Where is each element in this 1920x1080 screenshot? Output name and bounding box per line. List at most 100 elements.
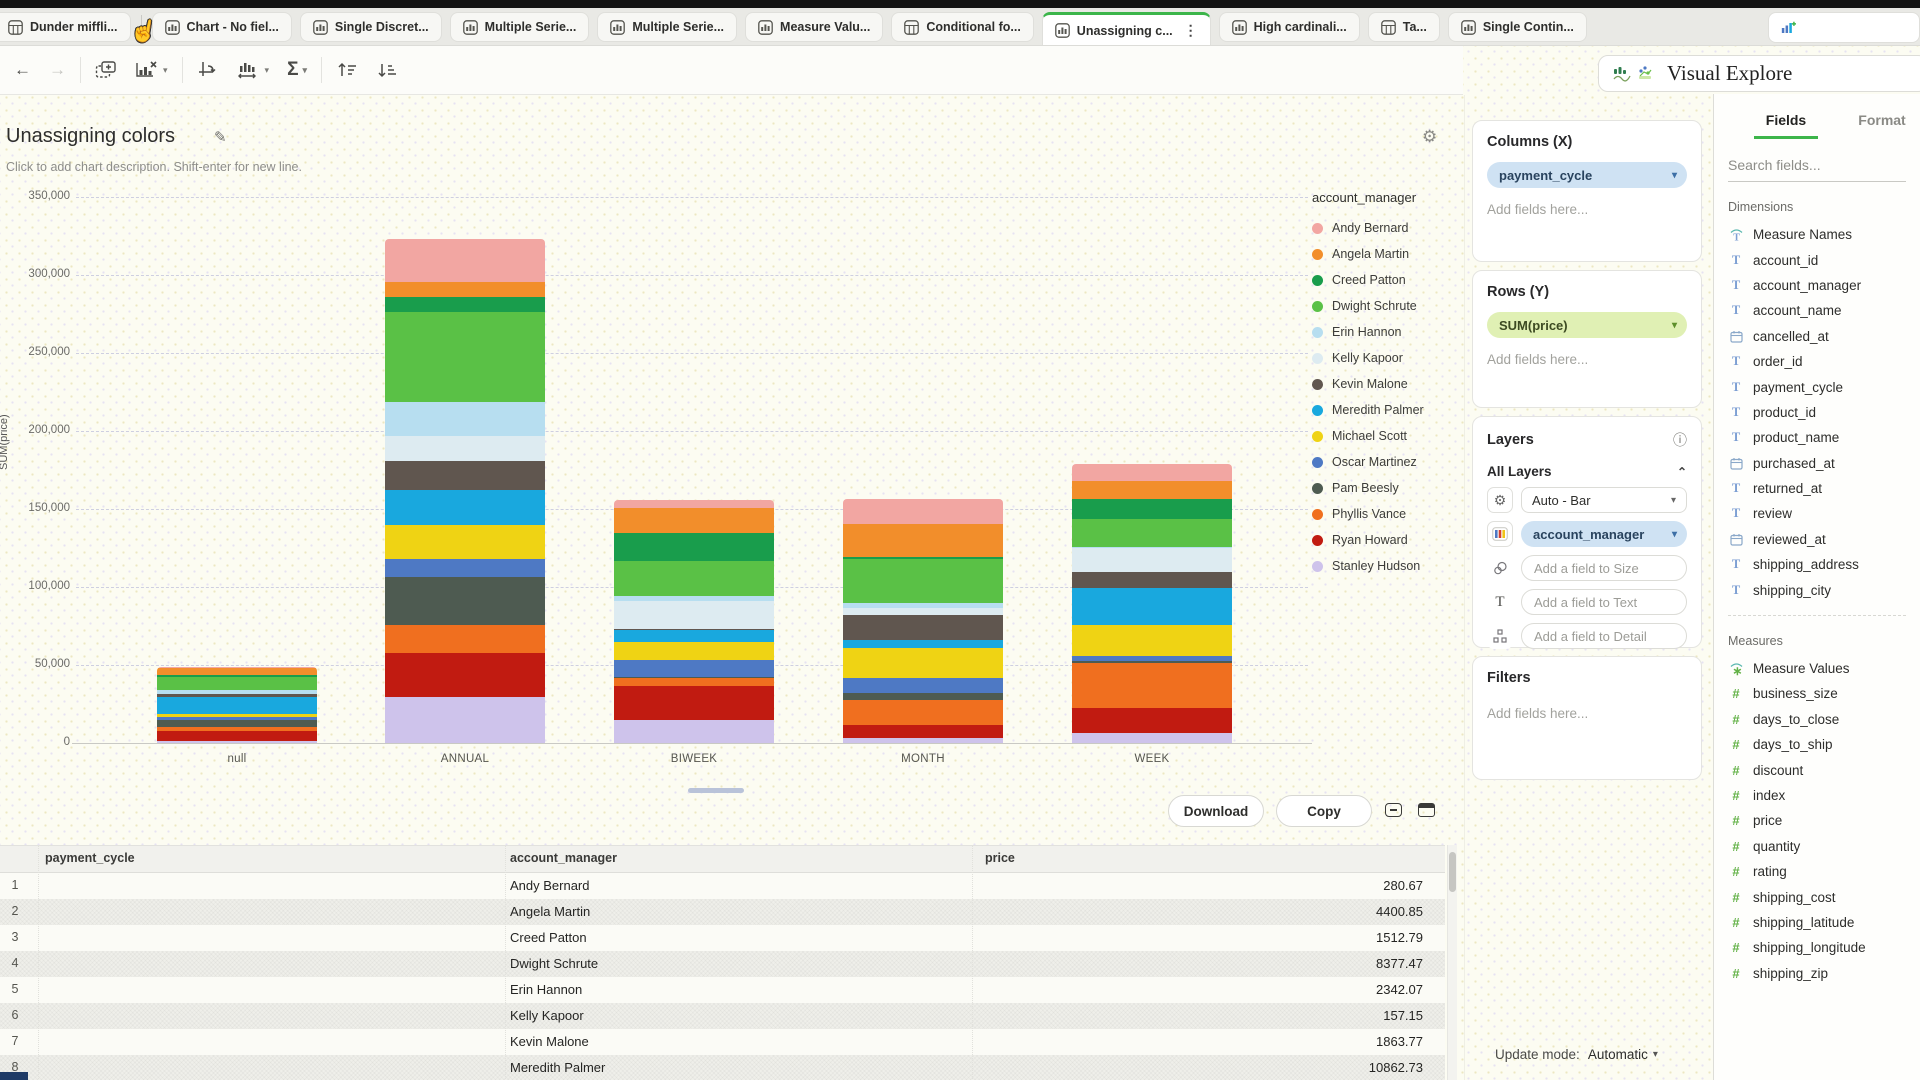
chart-tab[interactable]: Chart - No fiel... [152, 12, 292, 42]
table-row[interactable]: 7Kevin Malone1863.77 [0, 1029, 1445, 1055]
bar-segment[interactable] [614, 533, 774, 561]
rows-y-add-fields[interactable]: Add fields here... [1487, 352, 1687, 367]
measure-item[interactable]: #shipping_longitude [1728, 935, 1920, 960]
bar-segment[interactable] [385, 282, 545, 297]
dimension-item[interactable]: Treview [1728, 501, 1920, 526]
dimension-item[interactable]: reviewed_at [1728, 527, 1920, 552]
table-row[interactable]: 8Meredith Palmer10862.73 [0, 1055, 1445, 1080]
edit-title-icon[interactable]: ✎ [214, 128, 227, 146]
table-row[interactable]: 1Andy Bernard280.67 [0, 873, 1445, 899]
bar-segment[interactable] [614, 642, 774, 660]
bar-segment[interactable] [157, 677, 317, 690]
chart-tab[interactable]: Unassigning c...⋮ [1042, 12, 1211, 46]
legend-item[interactable]: Kevin Malone [1312, 371, 1424, 397]
bar-segment[interactable] [385, 297, 545, 312]
legend-item[interactable]: Stanley Hudson [1312, 553, 1424, 579]
bar-segment[interactable] [843, 524, 1003, 557]
tab-fields[interactable]: Fields [1754, 112, 1818, 139]
bar-segment[interactable] [1072, 519, 1232, 547]
bar-orientation-button[interactable]: ▾ [237, 55, 270, 85]
bar-segment[interactable] [385, 490, 545, 525]
legend-item[interactable]: Dwight Schrute [1312, 293, 1424, 319]
bar-segment[interactable] [843, 738, 1003, 743]
bar-segment[interactable] [843, 559, 1003, 604]
bar-segment[interactable] [385, 402, 545, 435]
dimension-item[interactable]: Taccount_id [1728, 247, 1920, 272]
measure-item[interactable]: #shipping_zip [1728, 961, 1920, 986]
legend-item[interactable]: Angela Martin [1312, 241, 1424, 267]
bar-segment[interactable] [843, 499, 1003, 524]
columns-x-field-pill[interactable]: payment_cycle ▾ [1487, 162, 1687, 188]
measure-item[interactable]: ∗Measure Values [1728, 656, 1920, 681]
bar-segment[interactable] [157, 741, 317, 743]
search-fields-input[interactable]: Search fields... [1728, 153, 1906, 182]
tab-menu-kebab-icon[interactable]: ⋮ [1184, 22, 1198, 39]
chart-tab[interactable]: Measure Valu... [745, 12, 883, 42]
chart-tab[interactable]: Single Contin... [1448, 12, 1587, 42]
bar-segment[interactable] [614, 601, 774, 629]
chart-description-placeholder[interactable]: Click to add chart description. Shift-en… [6, 160, 302, 174]
dimension-item[interactable]: Taccount_name [1728, 298, 1920, 323]
bar-segment[interactable] [614, 561, 774, 596]
bar-segment[interactable] [614, 500, 774, 508]
table-row[interactable]: 6Kelly Kapoor157.15 [0, 1003, 1445, 1029]
mark-settings-gear-icon[interactable]: ⚙ [1487, 487, 1513, 513]
bar-segment[interactable] [843, 678, 1003, 693]
measure-item[interactable]: #days_to_ship [1728, 732, 1920, 757]
chart-tab[interactable]: Single Discret... [300, 12, 442, 42]
bar-segment[interactable] [1072, 464, 1232, 481]
mark-type-select[interactable]: Auto - Bar ▾ [1521, 487, 1687, 513]
measure-item[interactable]: #discount [1728, 757, 1920, 782]
bar-segment[interactable] [614, 720, 774, 743]
chart-tab[interactable]: Conditional fo... [891, 12, 1033, 42]
color-palette-icon[interactable] [1487, 521, 1513, 547]
aggregate-button[interactable]: Σ▾ [287, 55, 307, 85]
column-header-account-manager[interactable]: account_manager [510, 851, 617, 865]
bar-segment[interactable] [1072, 663, 1232, 708]
measure-item[interactable]: #shipping_cost [1728, 884, 1920, 909]
dimension-item[interactable]: Tproduct_id [1728, 400, 1920, 425]
dimension-item[interactable]: TMeasure Names [1728, 222, 1920, 247]
table-row[interactable]: 4Dwight Schrute8377.47 [0, 951, 1445, 977]
measure-item[interactable]: #index [1728, 783, 1920, 808]
chart-tab[interactable]: Multiple Serie... [450, 12, 590, 42]
sort-ascending-button[interactable] [336, 55, 358, 85]
redo-button[interactable]: → [49, 55, 66, 85]
bar-segment[interactable] [385, 312, 545, 402]
column-header-payment-cycle[interactable]: payment_cycle [45, 851, 135, 865]
bar-segment[interactable] [385, 239, 545, 282]
bar-segment[interactable] [385, 436, 545, 461]
caret-down-icon[interactable]: ▾ [1672, 170, 1677, 181]
measure-item[interactable]: #days_to_close [1728, 707, 1920, 732]
copy-button[interactable]: Copy [1276, 795, 1372, 827]
legend-item[interactable]: Ryan Howard [1312, 527, 1424, 553]
legend-item[interactable]: Meredith Palmer [1312, 397, 1424, 423]
chart-settings-gear-icon[interactable]: ⚙ [1422, 127, 1437, 147]
bar-segment[interactable] [614, 686, 774, 719]
dimension-item[interactable]: Tproduct_name [1728, 425, 1920, 450]
table-scrollbar[interactable] [1447, 845, 1457, 1080]
dimension-item[interactable]: Treturned_at [1728, 476, 1920, 501]
dimension-item[interactable]: purchased_at [1728, 451, 1920, 476]
bar-segment[interactable] [385, 577, 545, 625]
bar-segment[interactable] [157, 720, 317, 727]
measure-item[interactable]: #business_size [1728, 681, 1920, 706]
measure-item[interactable]: #rating [1728, 859, 1920, 884]
bar-segment[interactable] [157, 697, 317, 714]
color-field-pill[interactable]: account_manager ▾ [1521, 521, 1687, 547]
legend-item[interactable]: Pam Beesly [1312, 475, 1424, 501]
chart-tab[interactable]: Ta... [1368, 12, 1440, 42]
dimension-item[interactable]: Tshipping_city [1728, 577, 1920, 602]
bar-segment[interactable] [385, 697, 545, 743]
bar-segment[interactable] [1072, 499, 1232, 519]
bar-segment[interactable] [385, 559, 545, 577]
dimension-item[interactable]: Tshipping_address [1728, 552, 1920, 577]
maximize-table-icon[interactable] [1418, 803, 1435, 817]
swap-axes-button[interactable] [197, 55, 219, 85]
bar-segment[interactable] [614, 678, 774, 686]
chart-title[interactable]: Unassigning colors [6, 125, 175, 148]
bar-segment[interactable] [843, 608, 1003, 615]
sort-descending-button[interactable] [376, 55, 398, 85]
size-field-input[interactable]: Add a field to Size [1521, 555, 1687, 581]
filters-add-fields[interactable]: Add fields here... [1487, 706, 1687, 721]
